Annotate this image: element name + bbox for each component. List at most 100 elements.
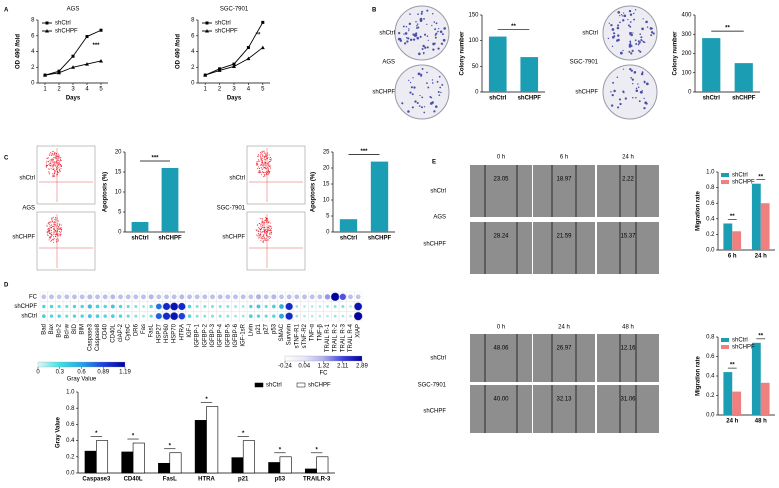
colony bbox=[421, 10, 424, 13]
y-tick-label: 100 bbox=[468, 38, 479, 44]
event bbox=[263, 150, 265, 152]
event bbox=[50, 158, 52, 160]
event bbox=[269, 232, 271, 234]
column-label: BID bbox=[72, 323, 78, 334]
event bbox=[261, 223, 263, 225]
event bbox=[259, 234, 261, 236]
event bbox=[59, 165, 61, 167]
event bbox=[46, 225, 48, 227]
image-label: shCtrl bbox=[430, 356, 446, 362]
legend-label: shCtrl bbox=[732, 338, 748, 344]
image-label: shCHPF bbox=[423, 409, 446, 415]
bar bbox=[723, 223, 733, 250]
panel-label: B bbox=[372, 8, 377, 14]
bar bbox=[121, 451, 134, 474]
x-tick-label: p21 bbox=[238, 477, 249, 483]
colony bbox=[426, 23, 428, 26]
bar bbox=[161, 168, 179, 232]
colony bbox=[408, 79, 410, 82]
colony bbox=[618, 98, 622, 101]
colony bbox=[430, 96, 433, 99]
colony bbox=[637, 86, 640, 89]
dot bbox=[256, 314, 261, 318]
dot bbox=[64, 294, 70, 300]
dot bbox=[241, 305, 245, 308]
dot bbox=[295, 305, 299, 308]
event bbox=[263, 227, 265, 229]
colony bbox=[409, 91, 412, 94]
event bbox=[61, 228, 63, 230]
x-tick-label: 3 bbox=[71, 87, 75, 93]
event bbox=[261, 151, 263, 153]
annotation: ** bbox=[758, 174, 763, 180]
legend-swatch bbox=[254, 382, 264, 388]
event bbox=[59, 169, 61, 171]
event bbox=[60, 224, 62, 226]
event bbox=[263, 163, 265, 165]
event bbox=[265, 220, 267, 222]
colony bbox=[638, 49, 640, 52]
event bbox=[259, 229, 261, 231]
event bbox=[268, 169, 270, 171]
event bbox=[57, 159, 59, 161]
event bbox=[265, 216, 267, 218]
colony bbox=[613, 35, 616, 37]
y-tick-label: 0 bbox=[326, 230, 330, 236]
event bbox=[61, 165, 63, 167]
dish bbox=[602, 64, 658, 120]
event bbox=[257, 171, 259, 173]
event bbox=[259, 223, 261, 225]
event bbox=[260, 228, 262, 230]
event bbox=[263, 152, 265, 154]
event bbox=[268, 229, 270, 231]
x-tick-label: Caspase3 bbox=[82, 477, 111, 483]
event bbox=[267, 173, 269, 175]
dot bbox=[87, 304, 92, 309]
y-tick-label: 25 bbox=[323, 150, 330, 156]
event bbox=[257, 235, 259, 237]
colony bbox=[399, 39, 403, 42]
colony bbox=[617, 106, 620, 109]
event bbox=[256, 163, 258, 165]
event bbox=[59, 170, 61, 172]
colony bbox=[418, 52, 421, 56]
event bbox=[266, 170, 268, 172]
event bbox=[270, 156, 272, 158]
colony bbox=[438, 28, 440, 30]
x-tick-label: 24 h bbox=[755, 254, 767, 260]
colony bbox=[633, 71, 637, 74]
event bbox=[60, 167, 62, 169]
event bbox=[267, 227, 269, 229]
colony bbox=[429, 102, 433, 105]
event bbox=[260, 152, 262, 154]
event bbox=[51, 231, 53, 233]
legend-label: shCHPF bbox=[732, 180, 755, 186]
dot bbox=[178, 312, 186, 320]
event bbox=[53, 173, 55, 175]
dot bbox=[226, 314, 230, 318]
event bbox=[49, 230, 51, 232]
event bbox=[261, 220, 263, 222]
dot bbox=[87, 294, 93, 300]
colony bbox=[441, 33, 444, 36]
event bbox=[51, 158, 53, 160]
colony bbox=[642, 18, 644, 20]
colony bbox=[622, 68, 625, 70]
event bbox=[56, 161, 58, 163]
event bbox=[55, 230, 57, 232]
wound-area: 32.13 bbox=[556, 397, 572, 403]
column-label: SMAC bbox=[279, 323, 285, 341]
event bbox=[264, 163, 266, 165]
event bbox=[48, 228, 50, 230]
event bbox=[52, 222, 54, 224]
event bbox=[262, 176, 264, 178]
event bbox=[56, 162, 58, 164]
image-label: AGS bbox=[22, 206, 35, 212]
event bbox=[269, 235, 271, 237]
colony bbox=[649, 27, 653, 30]
event bbox=[53, 225, 55, 227]
colony bbox=[438, 94, 441, 97]
dot bbox=[349, 314, 352, 318]
event bbox=[53, 159, 55, 161]
column-label: TRAIL R-4 bbox=[348, 323, 354, 352]
